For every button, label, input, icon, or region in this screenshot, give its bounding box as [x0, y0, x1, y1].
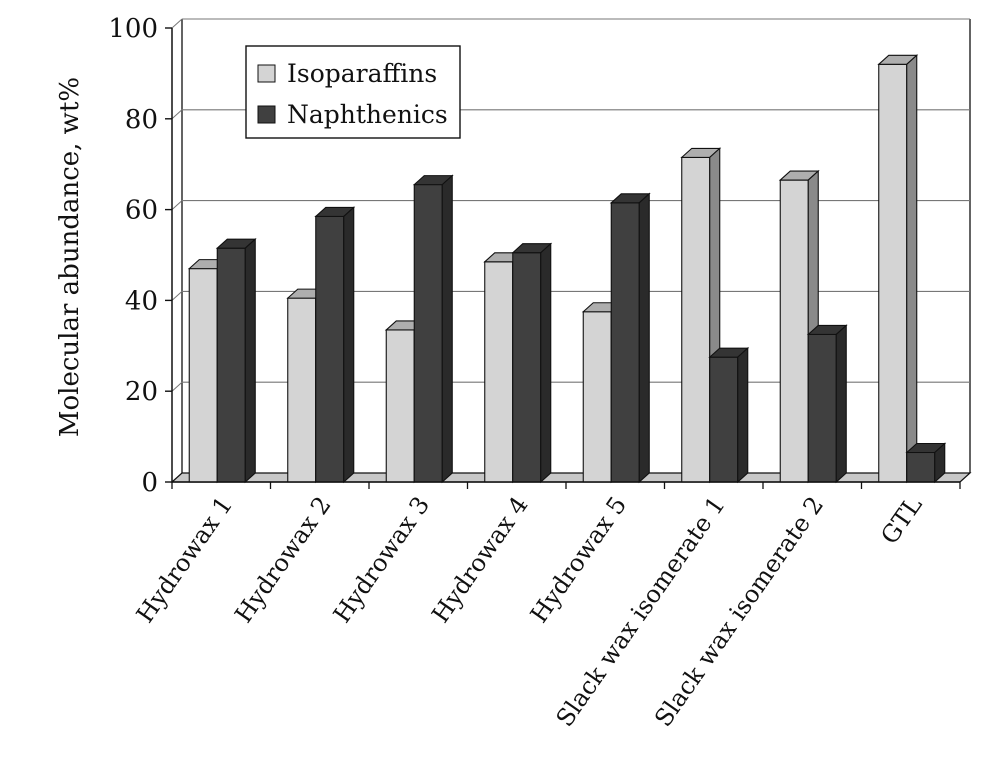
legend-swatch-isoparaffins: [257, 64, 276, 83]
x-category-label: Hydrowax 3: [328, 491, 435, 628]
bar-front-naphthenics: [512, 252, 542, 483]
y-tick-label: 60: [125, 196, 158, 226]
y-tick-label: 20: [125, 377, 158, 407]
legend-label-isoparaffins: Isoparaffins: [287, 59, 437, 88]
gridline-diagonal: [171, 109, 183, 120]
bar-naphthenics-5: [609, 192, 651, 484]
bar-naphthenics-6: [708, 346, 750, 484]
bar-side-isoparaffins: [906, 54, 918, 484]
bar-isoparaffins-8: [877, 54, 919, 484]
x-category-label: Hydrowax 2: [229, 491, 336, 628]
bar-front-isoparaffins: [681, 156, 711, 483]
legend-label-naphthenics: Naphthenics: [287, 100, 448, 129]
bar-front-isoparaffins: [582, 311, 612, 483]
bar-front-isoparaffins: [779, 179, 809, 483]
bar-side-naphthenics: [638, 192, 650, 484]
x-category-label: Slack wax isomerate 1: [551, 491, 731, 731]
y-tick-label: 80: [125, 105, 158, 135]
x-category-label: GTL: [875, 491, 927, 549]
bar-side-naphthenics: [343, 206, 355, 484]
bar-isoparaffins-7: [778, 169, 820, 484]
bar-front-isoparaffins: [484, 261, 514, 483]
x-category-label: Slack wax isomerate 2: [649, 491, 829, 731]
bar-front-naphthenics: [413, 184, 443, 483]
x-category-label: Hydrowax 1: [131, 491, 238, 628]
bar-side-naphthenics: [934, 442, 946, 484]
bar-front-naphthenics: [709, 356, 739, 483]
y-tick-label: 40: [125, 286, 158, 316]
bar-naphthenics-3: [412, 174, 454, 484]
y-tick-label: 0: [141, 468, 158, 498]
gridline-diagonal: [171, 381, 183, 392]
bar-naphthenics-4: [511, 242, 553, 484]
bar-naphthenics-7: [806, 324, 848, 484]
gridline-diagonal: [171, 18, 183, 29]
bar-front-naphthenics: [807, 333, 837, 483]
gridline-diagonal: [171, 200, 183, 210]
bar-front-naphthenics: [216, 247, 246, 483]
bar-front-isoparaffins: [287, 297, 317, 483]
bar-front-isoparaffins: [878, 63, 908, 483]
y-axis-title: Molecular abundance, wt%: [55, 77, 85, 437]
bar-front-naphthenics: [315, 215, 345, 483]
bar-side-naphthenics: [737, 346, 749, 484]
gridline-diagonal: [171, 291, 183, 301]
bar-naphthenics-1: [215, 237, 257, 484]
axes-layer: [165, 27, 961, 489]
bars-layer: [187, 54, 947, 484]
bar-front-naphthenics: [610, 202, 640, 483]
legend: Isoparaffins Naphthenics: [245, 45, 461, 139]
legend-box: [245, 45, 461, 139]
bar-side-naphthenics: [835, 324, 847, 484]
y-tick-label: 100: [108, 14, 158, 44]
legend-swatch-naphthenics: [257, 105, 276, 124]
x-category-label: Hydrowax 5: [525, 491, 632, 628]
bar-naphthenics-2: [314, 206, 356, 484]
bar-front-isoparaffins: [188, 268, 218, 483]
bar-side-naphthenics: [540, 242, 552, 484]
bar-front-isoparaffins: [385, 329, 415, 483]
bar-naphthenics-8: [905, 442, 947, 484]
x-category-label: Hydrowax 4: [426, 491, 533, 628]
bar-side-naphthenics: [244, 237, 256, 484]
bar-side-naphthenics: [441, 174, 453, 484]
bar-front-naphthenics: [906, 451, 936, 483]
